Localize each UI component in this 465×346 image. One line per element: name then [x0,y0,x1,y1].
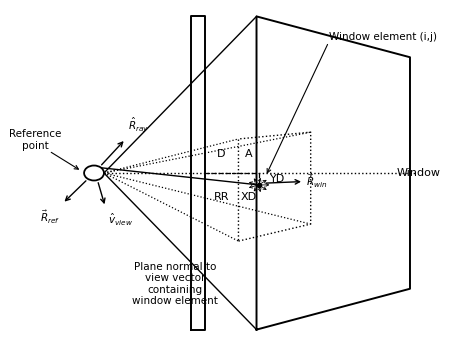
Text: YD: YD [270,174,286,184]
Text: $\hat{v}_{view}$: $\hat{v}_{view}$ [107,212,133,228]
Text: XD: XD [240,192,257,202]
Text: RR: RR [214,192,229,202]
Text: $\hat{R}_{ray}$: $\hat{R}_{ray}$ [128,115,149,134]
Text: $\vec{R}_{win}$: $\vec{R}_{win}$ [306,173,327,190]
Text: Window element (i,j): Window element (i,j) [329,32,437,42]
Text: Window: Window [397,168,441,178]
Text: D: D [217,149,226,160]
Text: Plane normal to
view vector
containing
window element: Plane normal to view vector containing w… [133,262,218,306]
Text: $\vec{R}_{ref}$: $\vec{R}_{ref}$ [40,209,60,226]
Text: Reference
point: Reference point [9,129,61,151]
Text: A: A [245,149,252,160]
Circle shape [84,165,104,181]
